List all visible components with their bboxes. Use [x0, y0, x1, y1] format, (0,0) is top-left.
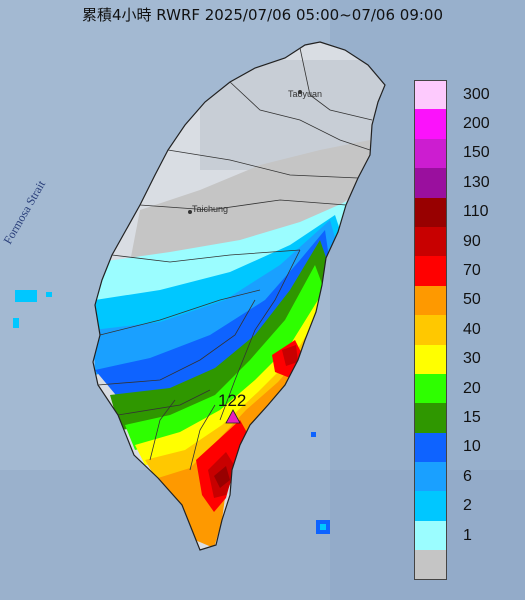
rain-zone-1	[95, 200, 350, 310]
islet-echo	[311, 432, 316, 437]
legend-label: 300	[463, 85, 490, 103]
legend-swatch	[414, 80, 447, 110]
legend-swatch	[414, 462, 447, 492]
legend-label: 20	[463, 379, 481, 397]
legend-label: 50	[463, 291, 481, 309]
legend-swatch	[414, 109, 447, 139]
legend-label: 150	[463, 144, 490, 162]
legend-row: 90	[414, 226, 518, 257]
legend-swatch	[414, 138, 447, 169]
legend-label: 200	[463, 115, 490, 133]
legend-row: 40	[414, 315, 518, 345]
county-boundaries	[97, 47, 373, 471]
islet-echo	[46, 292, 52, 297]
rainfall-legend: 300 200 150 130 110 90 70 50 40 30 20 15 10 6 2 1	[414, 80, 518, 580]
legend-row: 20	[414, 373, 518, 404]
legend-swatch	[414, 315, 447, 345]
legend-row: 50	[414, 285, 518, 316]
legend-label: 110	[463, 203, 489, 221]
legend-label: 10	[463, 438, 481, 456]
legend-swatch	[414, 168, 447, 198]
city-taoyuan: Taoyuan	[288, 89, 322, 99]
islet-echo	[13, 318, 19, 328]
rain-zone-2	[95, 215, 345, 335]
map-title: 累積4小時 RWRF 2025/07/06 05:00~07/06 09:00	[81, 6, 444, 24]
legend-row: 2	[414, 491, 518, 521]
legend-swatch	[414, 256, 447, 286]
legend-row: 110	[414, 197, 518, 227]
legend-label: 6	[463, 467, 472, 485]
legend-swatch	[414, 520, 447, 551]
legend-label: 15	[463, 408, 481, 426]
legend-row: 1	[414, 520, 518, 551]
legend-swatch	[414, 344, 447, 374]
legend-label: 2	[463, 497, 472, 515]
rain-zone-90-north	[282, 345, 298, 366]
legend-row: 150	[414, 138, 518, 169]
legend-row: 300	[414, 80, 518, 110]
islet-echo	[15, 290, 37, 302]
legend-swatch	[414, 373, 447, 404]
city-label-taichung: Taichung	[192, 204, 228, 214]
legend-label: 130	[463, 173, 490, 191]
legend-label: 70	[463, 262, 481, 280]
legend-row	[414, 550, 518, 580]
rain-zone-10	[95, 230, 330, 400]
legend-row: 15	[414, 403, 518, 433]
legend-swatch	[414, 403, 447, 433]
legend-row: 30	[414, 344, 518, 374]
rain-zone-40	[145, 320, 320, 482]
legend-label: 1	[463, 526, 472, 544]
legend-label: 30	[463, 350, 481, 368]
peak-value: 122	[218, 391, 246, 410]
legend-row: 70	[414, 256, 518, 286]
legend-swatch	[414, 491, 447, 521]
legend-row: 130	[414, 168, 518, 198]
legend-swatch	[414, 550, 447, 580]
rain-zone-trace	[130, 140, 380, 262]
legend-row: 200	[414, 109, 518, 139]
legend-swatch	[414, 226, 447, 257]
coastline	[92, 41, 386, 551]
legend-swatch	[414, 197, 447, 227]
legend-label: 90	[463, 232, 481, 250]
city-label-taoyuan: Taoyuan	[288, 89, 322, 99]
rain-zone-110	[214, 466, 230, 488]
legend-swatch	[414, 432, 447, 463]
legend-row: 10	[414, 432, 518, 463]
legend-row: 6	[414, 462, 518, 492]
peak-triangle-icon	[225, 409, 241, 424]
rain-zone-30	[135, 300, 325, 465]
islet-echo	[320, 524, 326, 530]
legend-swatch	[414, 285, 447, 316]
rain-zone-6	[93, 220, 340, 375]
legend-label: 40	[463, 320, 481, 338]
city-taichung: Taichung	[188, 204, 228, 214]
